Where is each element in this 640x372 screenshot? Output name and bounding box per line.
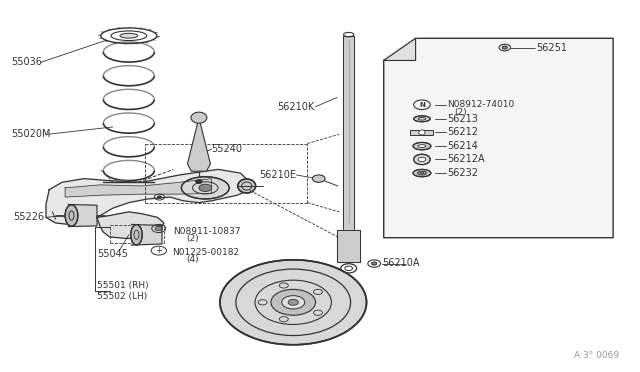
Polygon shape	[68, 205, 97, 227]
Text: 56212A: 56212A	[447, 154, 485, 164]
Text: 56210K: 56210K	[278, 102, 315, 112]
Text: 55240: 55240	[212, 144, 243, 154]
Ellipse shape	[420, 172, 424, 174]
Circle shape	[372, 262, 377, 265]
Text: 55036: 55036	[11, 57, 42, 67]
Ellipse shape	[65, 205, 78, 226]
Circle shape	[155, 226, 163, 231]
Text: (4): (4)	[186, 255, 199, 264]
Ellipse shape	[181, 177, 229, 199]
Polygon shape	[188, 118, 211, 171]
Ellipse shape	[120, 33, 138, 38]
Polygon shape	[97, 212, 164, 238]
Text: (2): (2)	[454, 108, 467, 117]
Circle shape	[271, 289, 316, 315]
Circle shape	[199, 184, 212, 192]
Polygon shape	[384, 38, 613, 238]
Ellipse shape	[413, 169, 431, 177]
Text: +: +	[156, 246, 162, 255]
Bar	[337, 230, 360, 262]
Ellipse shape	[238, 179, 255, 193]
Polygon shape	[131, 224, 162, 245]
Ellipse shape	[418, 157, 426, 161]
Circle shape	[282, 296, 305, 309]
Circle shape	[312, 175, 325, 182]
Circle shape	[288, 299, 298, 305]
Text: 55020M: 55020M	[11, 129, 51, 139]
Circle shape	[220, 260, 367, 345]
Text: N08912-74010: N08912-74010	[447, 100, 515, 109]
Text: A·3° 0069: A·3° 0069	[574, 350, 620, 359]
Text: 56251: 56251	[537, 42, 568, 52]
Text: N08911-10837: N08911-10837	[173, 227, 241, 235]
Ellipse shape	[418, 145, 426, 148]
Text: 55501 (RH): 55501 (RH)	[97, 281, 148, 290]
Bar	[410, 129, 433, 135]
Polygon shape	[65, 179, 212, 197]
Text: N01225-00182: N01225-00182	[172, 248, 239, 257]
Circle shape	[502, 46, 508, 49]
Ellipse shape	[131, 225, 142, 245]
Ellipse shape	[419, 130, 425, 135]
Bar	[343, 36, 355, 230]
Circle shape	[196, 180, 202, 183]
Ellipse shape	[413, 142, 431, 150]
Text: 55226: 55226	[13, 212, 44, 222]
Ellipse shape	[191, 112, 207, 123]
Text: 55045: 55045	[97, 249, 128, 259]
Ellipse shape	[413, 154, 430, 164]
Text: 56210A: 56210A	[382, 258, 419, 268]
Text: 56213: 56213	[447, 114, 478, 124]
Polygon shape	[46, 169, 250, 225]
Polygon shape	[384, 38, 415, 61]
Ellipse shape	[413, 116, 430, 122]
Text: 56232: 56232	[447, 168, 479, 178]
Text: 56214: 56214	[447, 141, 478, 151]
Text: 56212: 56212	[447, 128, 479, 138]
Text: 55502 (LH): 55502 (LH)	[97, 292, 147, 301]
Text: N: N	[419, 102, 425, 108]
Text: (2): (2)	[186, 234, 199, 243]
Circle shape	[157, 196, 161, 198]
Text: 56210E: 56210E	[259, 170, 296, 180]
